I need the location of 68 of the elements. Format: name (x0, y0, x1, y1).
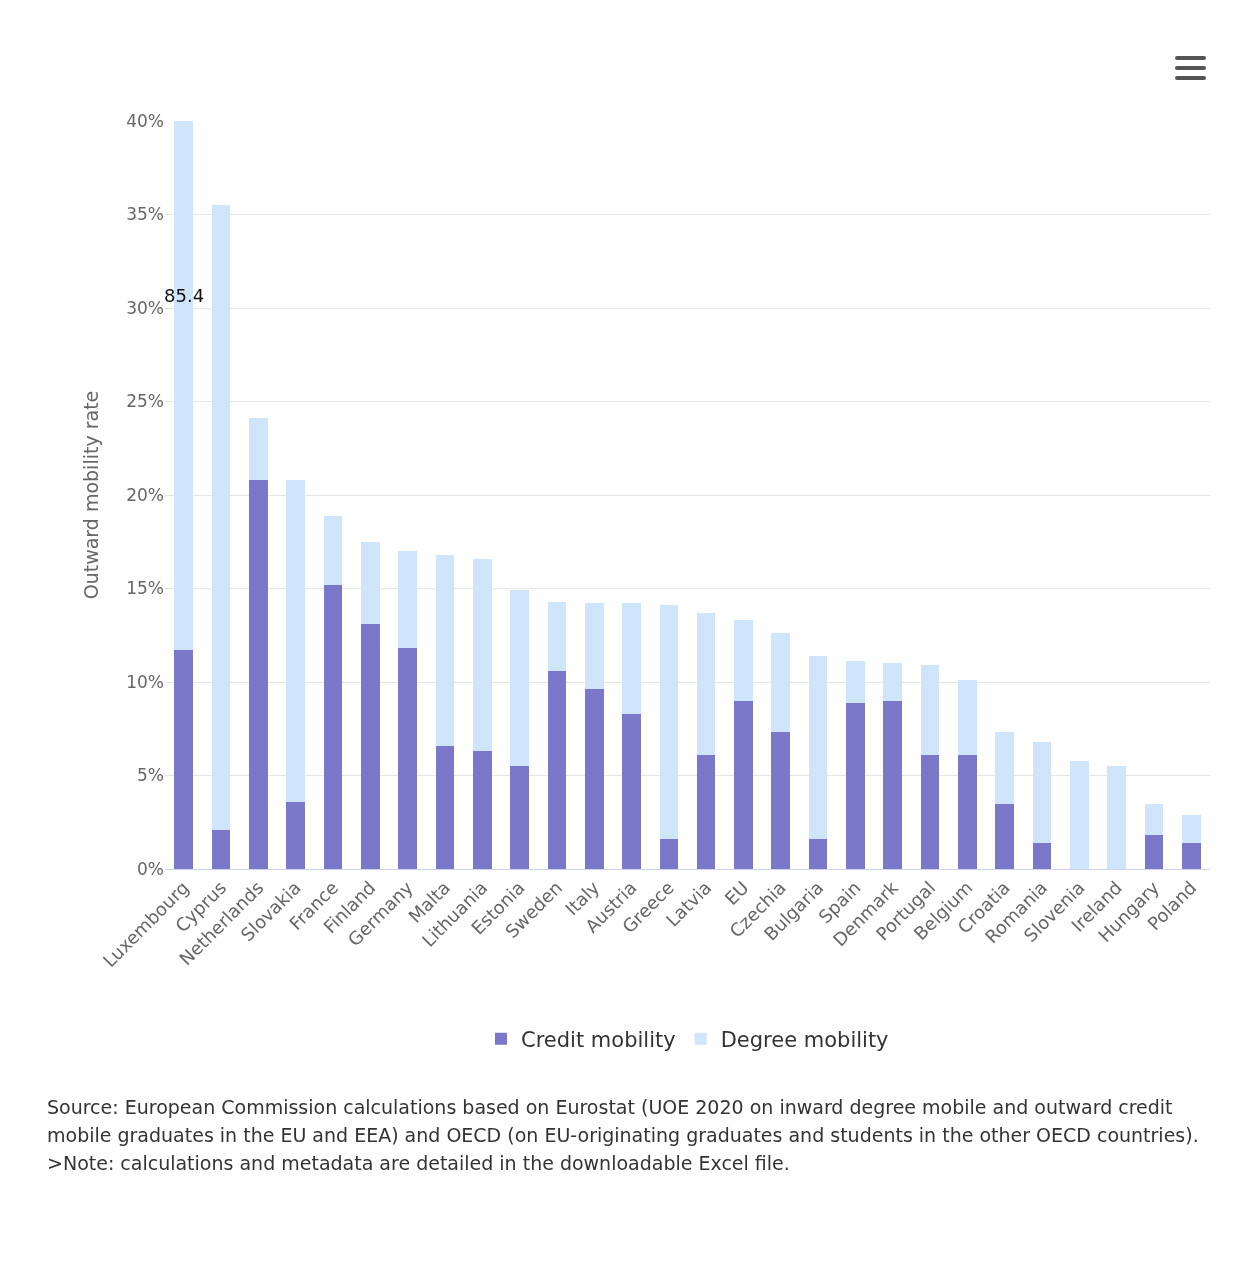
bar (958, 754, 977, 869)
bar (1182, 814, 1201, 843)
bar (808, 655, 828, 840)
annotation: 85.4 (164, 285, 205, 306)
bar (771, 732, 791, 869)
bar (808, 839, 828, 869)
y-tick-label: 5% (137, 765, 164, 786)
bar (510, 766, 529, 869)
bar (323, 515, 343, 585)
bar (659, 605, 679, 840)
legend-label: Degree mobility (720, 1027, 889, 1052)
bar (248, 418, 268, 481)
bar (920, 665, 940, 755)
text: >Note: calculations and metadata are detailed in the downloadable Excel file. (47, 1151, 791, 1176)
bar (696, 612, 716, 755)
y-tick-label: 25% (126, 391, 164, 412)
bar (995, 803, 1015, 869)
bar (1144, 803, 1164, 836)
bar (472, 751, 492, 869)
bar (659, 839, 679, 869)
bar (1032, 842, 1052, 869)
bar (1144, 835, 1164, 869)
bar (211, 205, 231, 830)
bar (622, 713, 641, 869)
bar (771, 633, 791, 733)
legend-label: Credit mobility (521, 1027, 676, 1052)
bar (1182, 842, 1201, 869)
bar (734, 700, 753, 869)
y-tick-label: 10% (126, 671, 164, 692)
bar (547, 601, 567, 671)
bar (360, 541, 380, 625)
bar (622, 603, 641, 714)
bar (286, 801, 305, 869)
bar (995, 732, 1015, 804)
bar (472, 558, 492, 752)
bar (398, 648, 417, 869)
bar (584, 689, 604, 869)
bar (547, 670, 567, 869)
bar (958, 680, 977, 755)
bar (1107, 766, 1127, 869)
bar (846, 702, 865, 869)
bar (435, 745, 455, 869)
bar (510, 590, 529, 767)
bar (248, 480, 268, 869)
bar (435, 554, 455, 746)
bar (1032, 741, 1052, 843)
bar (846, 661, 865, 703)
bar (883, 700, 903, 869)
bar (584, 603, 604, 690)
y-tick-label: 15% (126, 578, 164, 599)
y-tick-label: 30% (126, 297, 164, 318)
bar (883, 663, 903, 701)
bar (323, 584, 343, 869)
bar (696, 754, 716, 869)
y-tick-label: 0% (137, 858, 164, 879)
bar (920, 754, 940, 869)
bar (398, 551, 417, 649)
y-axis-title: Outward mobility rate (80, 390, 103, 600)
bar (734, 620, 753, 701)
bar (211, 829, 231, 869)
bar (174, 650, 193, 869)
bar (1070, 760, 1089, 869)
y-tick-label: 40% (126, 110, 164, 131)
y-tick-label: 35% (126, 204, 164, 225)
bar (360, 624, 380, 869)
bar (286, 480, 305, 802)
source-note: Source: European Commission calculations based on Eurostat (UOE 2020 on inward degree mobile and outward credit mobile graduates in the EU and EEA) and OECD (on EU-originating graduates and students in the other OECD countries). (47, 1095, 1200, 1148)
y-tick-label: 20% (126, 484, 164, 505)
